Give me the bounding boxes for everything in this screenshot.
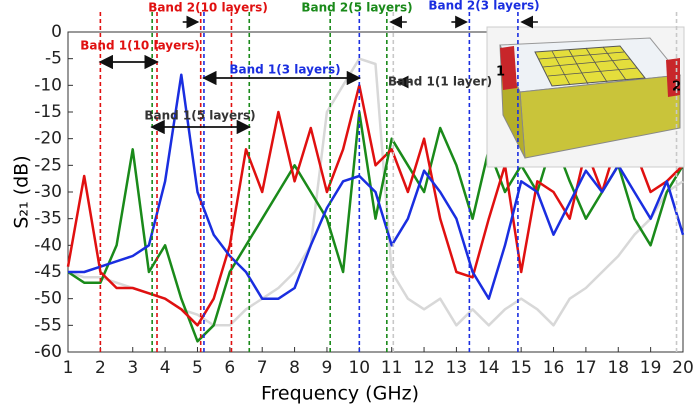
y-tick-label: -5 (45, 49, 62, 69)
y-tick-label: -45 (34, 262, 62, 282)
x-tick-label: 14 (478, 358, 500, 378)
annotation: Band 1(1 layer) (388, 75, 492, 89)
annotation: Band 2(5 layers) (301, 1, 412, 15)
y-tick-label: -10 (34, 75, 62, 95)
x-axis-label: Frequency (GHz) (261, 383, 419, 405)
x-tick-label: 16 (543, 358, 565, 378)
x-tick-label: 20 (672, 358, 693, 378)
y-tick-label: -15 (34, 102, 62, 122)
y-axis-label: S₂₁ (dB) (11, 155, 33, 228)
y-tick-label: -25 (34, 155, 62, 175)
x-tick-label: 10 (348, 358, 370, 378)
x-tick-label: 17 (575, 358, 597, 378)
x-tick-label: 19 (640, 358, 662, 378)
y-tick-label: -35 (34, 209, 62, 229)
x-tick-label: 12 (413, 358, 435, 378)
y-tick-label: -50 (34, 289, 62, 309)
x-tick-label: 2 (95, 358, 106, 378)
annotation: Band 2(10 layers) (148, 1, 268, 15)
annotation: Band 1(3 layers) (229, 63, 340, 77)
annotation: Band 1(5 layers) (144, 109, 255, 123)
x-tick-label: 5 (192, 358, 203, 378)
x-tick-label: 9 (322, 358, 333, 378)
x-tick-label: 18 (607, 358, 629, 378)
port-label: 1 (496, 65, 505, 80)
x-tick-label: 8 (289, 358, 300, 378)
x-tick-label: 13 (446, 358, 468, 378)
inset-image: 1 2 (487, 27, 684, 167)
x-tick-label: 7 (257, 358, 268, 378)
y-tick-label: -55 (34, 315, 62, 335)
y-tick-label: 0 (51, 22, 62, 42)
x-tick-label: 6 (224, 358, 235, 378)
y-tick-label: -60 (34, 342, 62, 362)
x-tick-label: 1 (63, 358, 74, 378)
y-tick-label: -40 (34, 235, 62, 255)
annotation: Band 2(3 layers) (428, 0, 539, 13)
x-tick-label: 4 (160, 358, 171, 378)
x-tick-label: 15 (510, 358, 532, 378)
x-tick-label: 3 (127, 358, 138, 378)
y-tick-label: -20 (34, 129, 62, 149)
x-tick-label: 11 (381, 358, 403, 378)
chart: Frequency (GHz) S₂₁ (dB) 0 -5 -10 -15 -20 -25… (0, 0, 693, 411)
annotation: Band 1(10 layers) (80, 39, 200, 53)
y-tick-label: -30 (34, 182, 62, 202)
